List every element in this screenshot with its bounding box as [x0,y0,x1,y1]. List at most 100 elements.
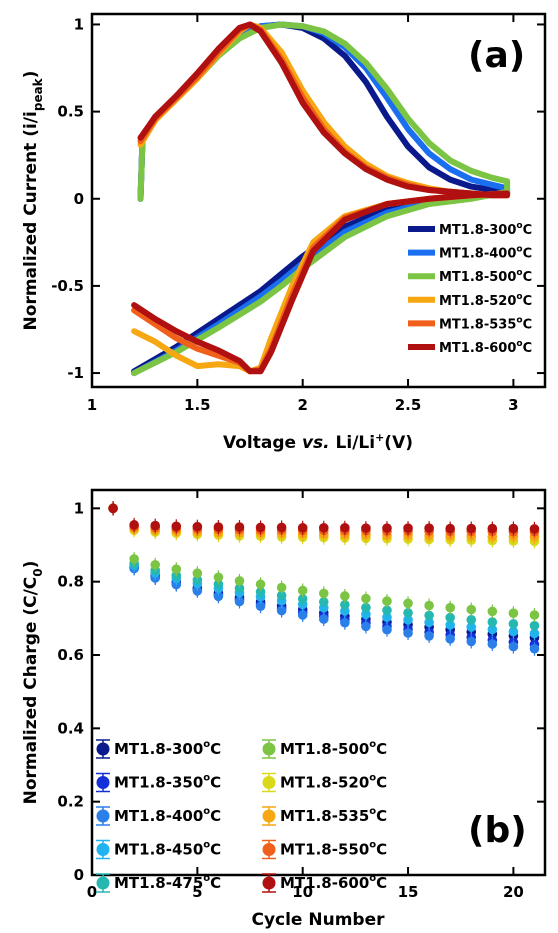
data-point [487,617,498,627]
legend-label-a: MT1.8-600oC [439,339,532,356]
x-axis-label-b: Cycle Number [251,910,385,930]
data-point [234,576,245,586]
data-point [424,523,434,533]
data-point [403,523,413,533]
legend-label-b: MT1.8-520oC [280,773,387,792]
legend-label-b: MT1.8-600oC [280,873,387,892]
data-point [297,594,308,604]
data-point [382,523,392,533]
data-point [318,588,329,599]
legend-marker-b [262,742,276,756]
data-point [318,522,329,533]
cv-curves [131,21,511,377]
x-tick-label-a: 2.5 [395,396,422,414]
data-point [150,520,161,531]
data-point [276,605,287,616]
legend-label-a: MT1.8-500oC [439,268,532,285]
data-point [276,582,287,593]
data-point [466,604,477,615]
data-point [108,503,118,514]
legend-marker-b [96,876,110,890]
data-point [382,605,392,616]
y-tick-label-a: 0.5 [57,103,84,121]
x-tick-label-a: 1.5 [184,396,211,414]
data-point [129,554,139,564]
data-point [361,602,371,613]
legend-label-b: MT1.8-350oC [114,773,221,792]
data-point [508,608,519,618]
data-point [508,626,519,637]
data-point [403,628,413,638]
data-point [529,610,540,620]
legend-label-b: MT1.8-550oC [280,840,387,859]
panel-a: 1 1.5 2 2.5 3-1-0.500.51 (a) MT1.8-300oCMT1.… [21,12,547,453]
data-point [445,634,455,644]
legend-marker-b [262,876,276,890]
x-axis-label-a: Voltage vs. Li/Li+(V) [223,431,413,453]
data-point [192,568,203,579]
y-tick-label-a: 1 [74,15,84,33]
legend-label-b: MT1.8-400oC [114,806,221,825]
x-tick-label-b: 15 [398,883,419,901]
data-point [171,564,182,574]
x-tick-label-b: 20 [503,883,524,901]
data-point [382,596,392,606]
y-tick-label-a: 0 [74,190,84,208]
y-tick-label-a: -1 [67,364,84,382]
plot-frame-b [90,488,547,877]
legend-label-b: MT1.8-500oC [280,739,387,758]
data-point [445,612,455,623]
data-point [403,598,413,609]
data-point [529,524,540,534]
data-point [529,643,540,654]
data-point [508,641,519,652]
x-tick-label-b: 10 [292,883,313,901]
axis-ticks-b: 0 5 10 15 20 0 0.2 0.4 0.6 0.8 1 [57,490,545,901]
data-point [234,583,245,594]
data-point [529,628,540,639]
data-point [361,593,371,604]
y-tick-label-b: 1 [74,499,84,517]
y-axis-label-a: Normalized Current (i/ipeak) [21,71,45,331]
data-point [487,606,498,617]
data-point [424,610,434,621]
data-point [445,602,455,613]
legend-marker-b [96,776,110,789]
x-tick-label-b: 0 [87,883,97,901]
data-point [297,522,308,533]
data-point [255,579,266,590]
data-point [508,619,519,629]
data-point [487,639,498,649]
legend-label-a: MT1.8-535oC [439,315,532,332]
data-point [255,587,266,597]
data-point [234,522,245,532]
data-point [487,523,498,534]
y-tick-label-b: 0 [74,866,84,884]
legend-label-b: MT1.8-475oC [114,873,221,892]
data-point [361,523,371,533]
data-point [213,591,224,602]
panel-label-a: (a) [468,35,525,76]
data-point [276,522,287,533]
legend-label-a: MT1.8-300oC [439,221,532,238]
y-tick-label-a: -0.5 [51,277,84,295]
data-point [424,631,434,641]
panel-label-b: (b) [468,810,527,851]
data-point [445,620,455,630]
data-point [234,596,245,607]
y-tick-label-b: 0.8 [57,573,84,591]
data-point [318,597,329,607]
data-point [340,617,350,628]
data-point [340,522,350,533]
data-point [213,522,224,532]
data-point [129,520,139,530]
data-point [255,601,266,612]
axis-ticks-a: 1 1.5 2 2.5 3 -1 -0.5 0 0.5 1 [51,14,545,414]
data-point [297,585,308,596]
legend-b: MT1.8-300oC MT1.8-350oC MT1.8-400oC MT1.8-4… [96,739,387,893]
legend-label-b: MT1.8-450oC [114,840,221,859]
data-point [255,522,266,533]
legend-label-a: MT1.8-520oC [439,292,532,309]
